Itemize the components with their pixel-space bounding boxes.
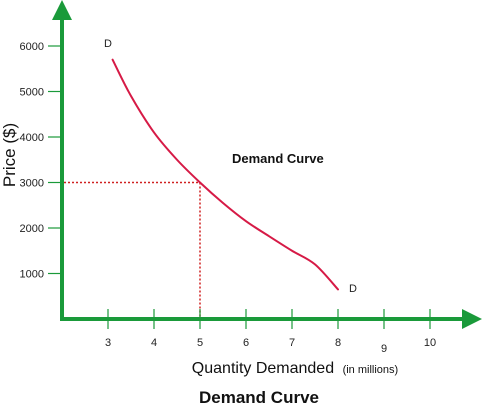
x-tick-label: 7 <box>289 337 295 349</box>
x-ticks: 3 4 5 6 7 8 9 10 <box>105 309 436 355</box>
chart-title: Demand Curve <box>199 388 319 407</box>
y-tick-label: 6000 <box>20 41 44 53</box>
demand-curve <box>111 58 339 291</box>
axes <box>52 0 482 329</box>
guide-lines <box>64 181 201 317</box>
x-tick-label: 10 <box>424 337 436 349</box>
curve-end-label: D <box>349 283 357 295</box>
x-tick-label: 8 <box>335 337 341 349</box>
x-tick-label: 6 <box>243 337 249 349</box>
x-tick-label: 9 <box>381 343 387 355</box>
y-tick-label: 4000 <box>20 132 44 144</box>
curve-layer <box>111 58 339 291</box>
curve-annotation: Demand Curve <box>232 151 324 166</box>
y-tick-label: 1000 <box>20 269 44 281</box>
x-tick-label: 4 <box>151 337 157 349</box>
x-axis-label-unit: (in millions) <box>343 364 399 376</box>
x-axis-arrow <box>462 309 482 329</box>
curve-start-label: D <box>104 38 112 50</box>
y-ticks: 1000 2000 3000 4000 5000 6000 <box>20 41 64 281</box>
x-tick-label: 3 <box>105 337 111 349</box>
x-axis-label-main: Quantity Demanded <box>192 360 334 377</box>
y-axis-arrow <box>52 0 72 20</box>
y-axis-label: Price ($) <box>0 123 19 187</box>
y-tick-label: 5000 <box>20 87 44 99</box>
x-axis-label: Quantity Demanded (in millions) <box>192 360 398 377</box>
y-tick-label: 2000 <box>20 223 44 235</box>
x-tick-label: 5 <box>197 337 203 349</box>
y-tick-label: 3000 <box>20 178 44 190</box>
